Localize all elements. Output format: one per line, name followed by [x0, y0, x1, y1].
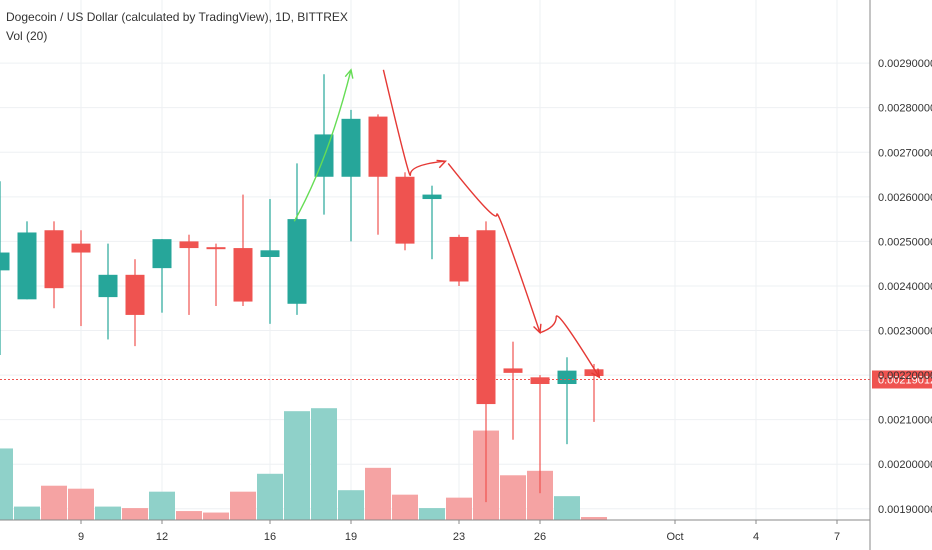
candle-body — [422, 194, 442, 200]
price-tick-label: 0.00190000 — [878, 504, 932, 516]
volume-bar — [149, 491, 175, 520]
candle-body — [584, 369, 604, 376]
candle-body — [17, 232, 37, 300]
candle-body — [287, 219, 307, 304]
candle-body — [503, 368, 523, 373]
volume-indicator-label: Vol (20) — [6, 29, 48, 43]
trend-arrow-line — [293, 69, 352, 222]
volume-bar — [68, 488, 94, 520]
price-tick-label: 0.00230000 — [878, 326, 932, 338]
price-tick-label: 0.00280000 — [878, 103, 932, 115]
trend-arrow-head — [344, 68, 354, 79]
candle-body — [233, 248, 253, 302]
volume-bar — [122, 508, 148, 520]
x-tick-label: 23 — [453, 531, 465, 543]
candle-body — [530, 377, 550, 385]
candle-body — [0, 252, 10, 271]
chart-title: Dogecoin / US Dollar (calculated by Trad… — [6, 10, 348, 24]
price-tick-label: 0.00210000 — [878, 415, 932, 427]
x-tick-label: Oct — [666, 531, 683, 543]
price-tick-label: 0.00250000 — [878, 236, 932, 248]
volume-bar — [41, 485, 67, 520]
candle-body — [476, 230, 496, 405]
volume-bar — [95, 506, 121, 520]
x-tick-label: 19 — [345, 531, 357, 543]
candle-body — [44, 230, 64, 289]
candle-body — [260, 250, 280, 257]
candle-body — [395, 176, 415, 244]
volume-bar — [446, 497, 472, 520]
candle-body — [557, 370, 577, 385]
price-tick-label: 0.00220000 — [878, 370, 932, 382]
x-tick-label: 7 — [834, 531, 840, 543]
volume-bar — [14, 506, 40, 520]
volume-bar — [257, 473, 283, 520]
candle-body — [341, 118, 361, 177]
volume-bar — [338, 490, 364, 520]
volume-bar — [203, 512, 229, 520]
x-tick-label: 9 — [78, 531, 84, 543]
volume-bar — [0, 448, 13, 520]
trend-arrow-line — [447, 162, 541, 333]
trend-arrow-line — [539, 315, 600, 378]
volume-bar — [311, 408, 337, 520]
current-price-tag — [872, 370, 932, 389]
x-tick-label: 12 — [156, 531, 168, 543]
volume-bar — [581, 517, 607, 520]
price-tick-label: 0.00260000 — [878, 192, 932, 204]
volume-bar — [230, 491, 256, 520]
price-tick-label: 0.00240000 — [878, 281, 932, 293]
volume-bar — [419, 508, 445, 520]
volume-bar — [554, 496, 580, 520]
candle-body — [71, 243, 91, 253]
current-price-label: 0.00219012 — [878, 374, 932, 386]
x-tick-label: 4 — [753, 531, 759, 543]
candle-body — [125, 274, 145, 315]
volume-bar — [500, 475, 526, 520]
trend-arrow-line — [382, 69, 446, 177]
x-tick-label: 26 — [534, 531, 546, 543]
volume-bar — [392, 494, 418, 520]
grid-lines — [0, 0, 870, 520]
volume-bar — [176, 511, 202, 520]
volume-bars — [0, 408, 607, 520]
current-price-line: 0.00219012 — [0, 370, 932, 389]
candle-body — [449, 236, 469, 282]
candle-body — [368, 116, 388, 177]
candle-body — [98, 274, 118, 298]
volume-bar — [284, 411, 310, 520]
candles — [0, 74, 604, 503]
candle-body — [206, 247, 226, 250]
candle-body — [152, 239, 172, 269]
trend-arrow-head — [436, 159, 448, 169]
price-tick-label: 0.00200000 — [878, 459, 932, 471]
trend-arrows — [293, 68, 601, 379]
price-tick-label: 0.00270000 — [878, 147, 932, 159]
volume-bar — [365, 467, 391, 520]
price-tick-label: 0.00290000 — [878, 58, 932, 70]
candle-body — [179, 241, 199, 249]
trend-arrow-head — [591, 368, 601, 379]
x-tick-label: 16 — [264, 531, 276, 543]
